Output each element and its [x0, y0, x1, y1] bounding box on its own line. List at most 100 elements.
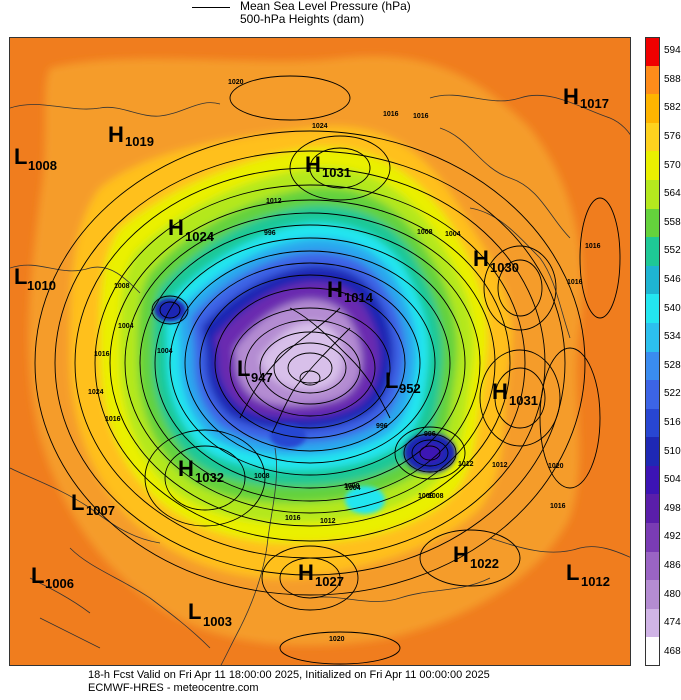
legend-heights-label: 500-hPa Heights (dam): [240, 12, 365, 26]
colorbar-label: 540: [664, 302, 681, 314]
svg-text:1027: 1027: [315, 574, 344, 589]
colorbar-label: 564: [664, 188, 681, 200]
colorbar-swatch: [645, 208, 660, 238]
pressure-center-low: L 1010: [14, 264, 56, 293]
isobar-label: 1020: [548, 463, 564, 470]
isobar-label: 1016: [550, 503, 566, 510]
colorbar-swatch: [645, 551, 660, 581]
height-eddy-east-core: [418, 444, 442, 462]
svg-text:1008: 1008: [28, 158, 57, 173]
colorbar-label: 522: [664, 388, 681, 400]
colorbar-label: 516: [664, 416, 681, 428]
isobar-label: 1016: [567, 279, 583, 286]
forecast-valid-text: 18-h Fcst Valid on Fri Apr 11 18:00:00 2…: [88, 669, 490, 681]
isobar-label: 1016: [94, 351, 110, 358]
colorbar-label: 552: [664, 245, 681, 257]
colorbar-label: 510: [664, 445, 681, 457]
colorbar-label: 486: [664, 559, 681, 571]
isobar-label: 996: [376, 423, 388, 430]
isobar-label: 1012: [266, 198, 282, 205]
isobar-label: 1004: [445, 231, 461, 238]
svg-text:L: L: [188, 599, 201, 624]
map-canvas: 1020 1024 1016 1016 1012 996 1008 1004 1…: [10, 38, 630, 665]
svg-text:H: H: [492, 379, 508, 404]
colorbar-swatch: [645, 465, 660, 495]
svg-text:L: L: [237, 356, 250, 381]
colorbar-swatch: [645, 351, 660, 381]
isobars: [34, 75, 621, 665]
pressure-center-high: H 1022: [453, 542, 499, 571]
pressure-center-high: H 1031: [305, 152, 351, 180]
colorbar-label: 546: [664, 274, 681, 286]
isobar-label: 1012: [492, 462, 508, 469]
colorbar-swatch: [645, 322, 660, 352]
map-footer: 18-h Fcst Valid on Fri Apr 11 18:00:00 2…: [88, 669, 490, 695]
isobar-label: 996: [424, 431, 436, 438]
svg-text:1032: 1032: [195, 470, 224, 485]
isobar-label: 1008: [417, 229, 433, 236]
svg-text:1017: 1017: [580, 96, 609, 111]
colorbar-label: 594: [664, 45, 681, 57]
svg-text:1003: 1003: [203, 614, 232, 629]
isobar-label: 996: [264, 230, 276, 237]
colorbar-swatch: [645, 37, 660, 67]
colorbar-swatch: [645, 94, 660, 124]
colorbar: 594 588 582 576 570 564 558 552 546 540 534 528 522 5…: [645, 37, 681, 667]
svg-text:L: L: [31, 563, 44, 588]
isobar-label: 1008: [418, 493, 434, 500]
height-eddy-south: [345, 486, 385, 514]
svg-text:1014: 1014: [344, 290, 374, 305]
pressure-center-layer: H 1017 H 1019 L 1008 H 1031 H 1024 H 1030 L 101…: [14, 84, 610, 629]
pressure-center-low: L 1006: [31, 563, 74, 591]
svg-text:H: H: [298, 560, 314, 585]
isobar-label: 1020: [228, 79, 244, 86]
colorbar-swatch: [645, 580, 660, 610]
svg-text:L: L: [14, 144, 27, 169]
pressure-center-high: H 1014: [327, 277, 374, 305]
pressure-center-high: H 1017: [563, 84, 609, 111]
colorbar-label: 570: [664, 159, 681, 171]
pressure-center-high: H 1027: [298, 560, 344, 589]
svg-text:L: L: [566, 560, 579, 585]
colorbar-label: 492: [664, 531, 681, 543]
svg-text:1031: 1031: [509, 393, 538, 408]
svg-text:L: L: [14, 264, 27, 289]
colorbar-swatch: [645, 637, 660, 667]
svg-text:L: L: [71, 490, 84, 515]
pressure-center-low: L 1012: [566, 560, 610, 589]
isobar-label: 1024: [312, 123, 328, 130]
svg-text:1022: 1022: [470, 556, 499, 571]
colorbar-label: 576: [664, 131, 681, 143]
colorbar-swatch: [645, 523, 660, 553]
colorbar-swatch: [645, 494, 660, 524]
colorbar-label: 582: [664, 102, 681, 114]
colorbar-swatch: [645, 151, 660, 181]
isobar-label-layer: 1020 1024 1016 1016 1012 996 1008 1004 1…: [88, 79, 601, 643]
pressure-center-high: H 1030: [473, 246, 519, 275]
isobar-label: 1008: [114, 283, 130, 290]
isobar-label: 1008: [428, 493, 444, 500]
svg-text:H: H: [305, 152, 321, 177]
isobar-label: 1012: [320, 518, 336, 525]
svg-text:1006: 1006: [45, 576, 74, 591]
svg-text:1012: 1012: [581, 574, 610, 589]
pressure-center-low: L 1003: [188, 599, 232, 629]
isobar-label: 1016: [105, 416, 121, 423]
isobar-label: 1016: [585, 243, 601, 250]
svg-text:1019: 1019: [125, 134, 154, 149]
colorbar-swatch: [645, 65, 660, 95]
pressure-center-high: H 1031: [492, 379, 538, 408]
isobar-label: 1016: [413, 113, 429, 120]
svg-text:H: H: [563, 84, 579, 109]
pressure-center-high: H 1032: [178, 456, 224, 485]
colorbar-label: 480: [664, 588, 681, 600]
pressure-line-sample: [192, 7, 230, 8]
svg-text:H: H: [168, 215, 184, 240]
colorbar-swatch: [645, 294, 660, 324]
svg-text:L: L: [385, 368, 398, 393]
isobar-label: 1004: [118, 323, 134, 330]
isobar-label: 1016: [285, 515, 301, 522]
svg-text:H: H: [108, 122, 124, 147]
svg-text:947: 947: [251, 370, 273, 385]
colorbar-swatch: [645, 608, 660, 638]
